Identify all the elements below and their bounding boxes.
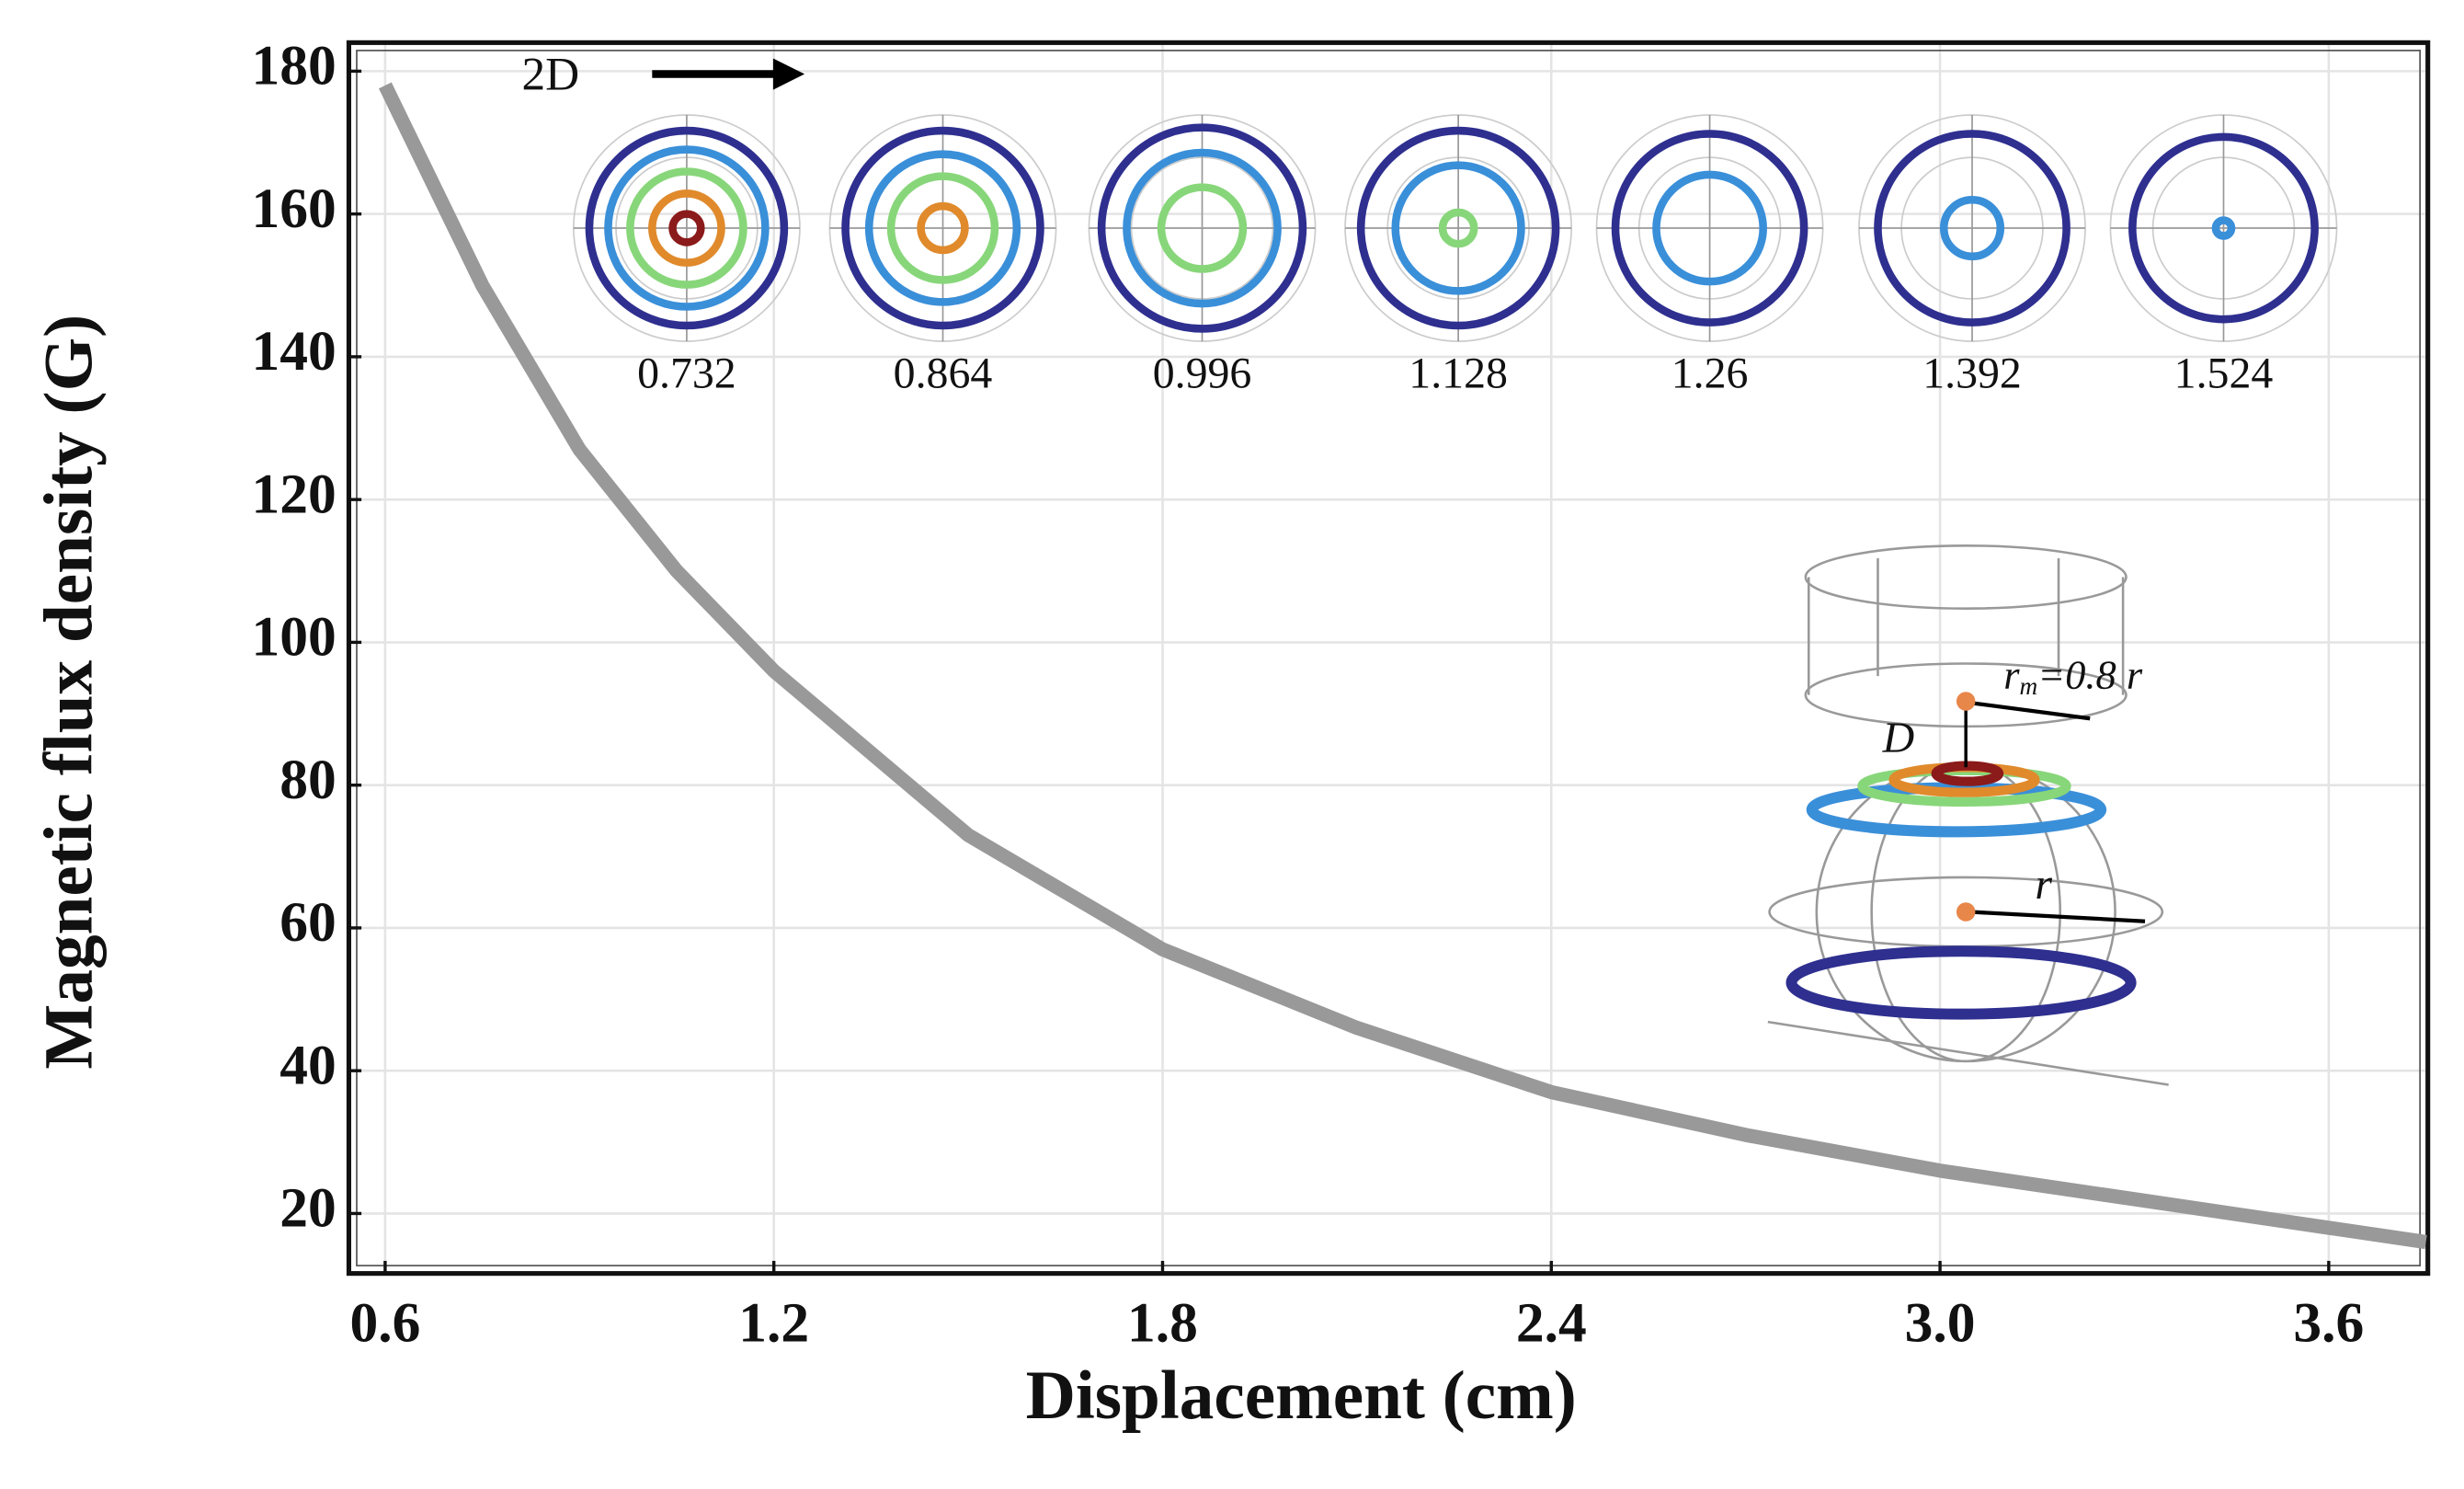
radius-annotation-sub: m xyxy=(2020,672,2038,700)
contour-ring xyxy=(1874,130,2070,326)
y-tick-label: 120 xyxy=(251,463,336,525)
arrow-head xyxy=(772,58,805,90)
inset-label: 0.732 xyxy=(637,349,736,397)
x-axis-label: Displacement (cm) xyxy=(1026,1357,1577,1434)
y-tick-label: 20 xyxy=(279,1177,337,1240)
contour-ring xyxy=(668,210,705,246)
y-tick-label: 100 xyxy=(251,606,336,669)
y-tick-label: 180 xyxy=(251,35,336,97)
inset-3d-diagram xyxy=(1767,544,2169,1086)
radius-annotation-main: r xyxy=(2003,652,2020,698)
y-tick-label: 40 xyxy=(279,1034,337,1096)
inset-label: 0.996 xyxy=(1153,349,1252,397)
x-tick-label: 1.8 xyxy=(1127,1292,1198,1355)
contour-inset xyxy=(1595,114,1824,342)
contour-inset xyxy=(572,114,801,342)
inset-label: 1.392 xyxy=(1922,349,2022,397)
contour-ring xyxy=(648,189,725,267)
x-tick-label: 3.0 xyxy=(1905,1292,1976,1355)
contour-ring xyxy=(1652,170,1767,286)
contour-inset xyxy=(1858,114,2086,342)
contour-inset xyxy=(1344,114,1573,342)
y-tick-label: 160 xyxy=(251,178,336,240)
contour-ring xyxy=(886,172,999,284)
contour-ring xyxy=(626,167,747,289)
annotation-d: D xyxy=(1882,714,1915,762)
x-tick-label: 1.2 xyxy=(738,1292,809,1355)
radius-annotation: rm=0.8 r xyxy=(2003,652,2143,700)
y-axis-label: Magnetic flux density (G) xyxy=(30,315,107,1070)
contour-ring xyxy=(864,150,1021,306)
contour-ring xyxy=(2128,132,2319,324)
data-line xyxy=(378,82,2427,1250)
contour-ring xyxy=(1939,195,2005,261)
contour-ring xyxy=(1391,161,1525,295)
x-tick-label: 0.6 xyxy=(349,1292,420,1355)
contour-ring xyxy=(841,126,1044,330)
contour-inset xyxy=(828,114,1057,342)
contour-ring xyxy=(1123,148,1282,308)
inset-label: 1.524 xyxy=(2174,349,2274,397)
y-tick-label: 80 xyxy=(279,749,337,811)
annotation-2d: 2D xyxy=(521,48,579,100)
contour-inset xyxy=(1088,114,1317,342)
contour-ring xyxy=(1356,126,1560,330)
x-tick-label: 2.4 xyxy=(1516,1292,1587,1355)
x-tick-label: 3.6 xyxy=(2293,1292,2364,1355)
contour-ring xyxy=(917,201,969,255)
inset-label: 1.128 xyxy=(1409,349,1508,397)
contour-ring xyxy=(1438,208,1478,248)
contour-ring xyxy=(1611,130,1808,326)
inset-label: 1.26 xyxy=(1671,349,1749,397)
annotation-r: r xyxy=(2035,860,2052,909)
radius-annotation-rest: =0.8 r xyxy=(2037,652,2143,698)
contour-ring xyxy=(585,126,789,330)
plot-inner-frame xyxy=(356,50,2421,1266)
y-tick-label: 60 xyxy=(279,891,337,954)
contour-ring xyxy=(2211,216,2236,240)
contour-inset xyxy=(2109,114,2338,342)
plot-frame xyxy=(346,40,2431,1277)
inset-label: 0.864 xyxy=(894,349,993,397)
contour-ring xyxy=(1097,123,1307,333)
y-tick-label: 140 xyxy=(251,320,336,383)
contour-ring xyxy=(1157,183,1248,273)
contour-ring xyxy=(604,145,770,311)
